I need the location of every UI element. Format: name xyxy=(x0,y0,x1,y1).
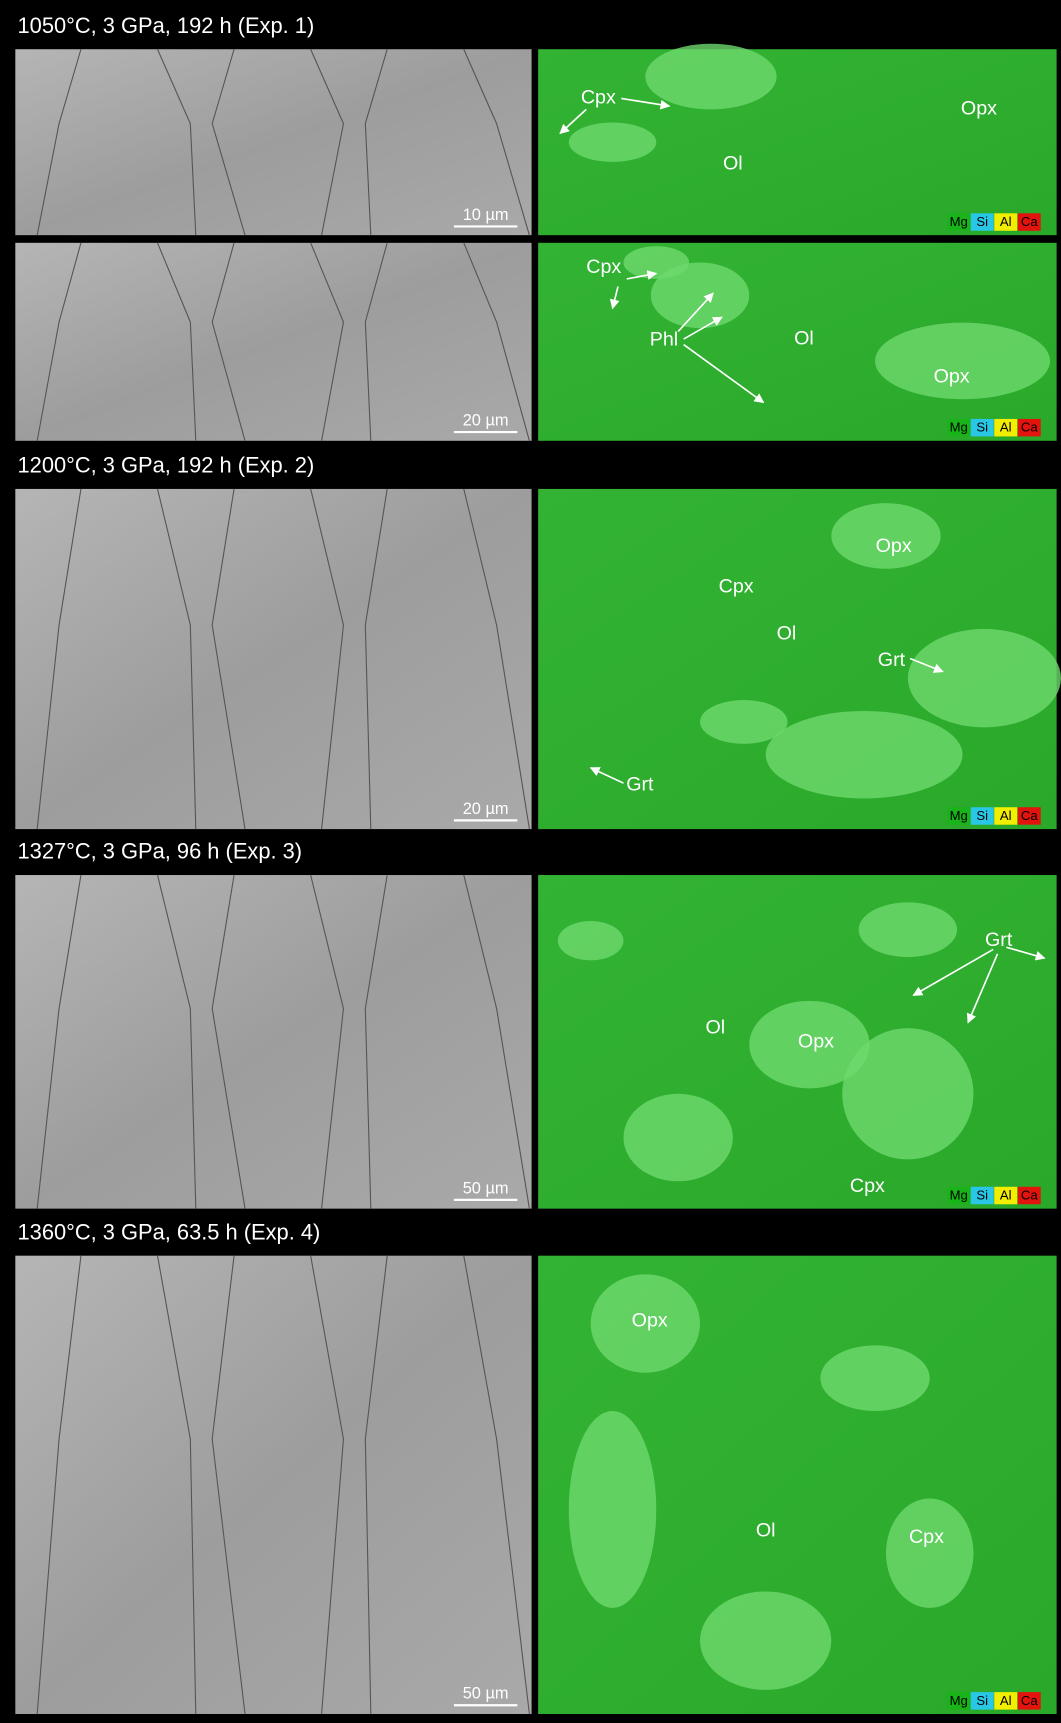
legend-label: Si xyxy=(976,1693,988,1708)
legend-label: Si xyxy=(976,1188,988,1203)
bse-image xyxy=(15,243,531,441)
figure: 1050°C, 3 GPa, 192 h (Exp. 1) 10 µm Cpx Opx… xyxy=(0,0,1061,1723)
legend-label: Ca xyxy=(1021,1693,1038,1708)
legend-label: Al xyxy=(1000,808,1012,823)
section-title: 1200°C, 3 GPa, 192 h (Exp. 2) xyxy=(18,453,315,478)
section-title: 1327°C, 3 GPa, 96 h (Exp. 3) xyxy=(18,839,303,864)
mineral-label: Cpx xyxy=(586,256,621,278)
legend-label: Al xyxy=(1000,1188,1012,1203)
mineral-label: Cpx xyxy=(581,87,616,109)
legend-label: Mg xyxy=(950,1188,968,1203)
section-title: 1360°C, 3 GPa, 63.5 h (Exp. 4) xyxy=(18,1219,321,1244)
mineral-label: Ol xyxy=(723,152,743,174)
mineral-grain xyxy=(859,902,957,957)
mineral-label: Grt xyxy=(626,774,654,796)
legend-label: Ca xyxy=(1021,420,1038,435)
scale-bar-label: 10 µm xyxy=(463,206,509,224)
mineral-label: Cpx xyxy=(909,1526,944,1548)
legend-label: Si xyxy=(976,808,988,823)
legend-label: Ca xyxy=(1021,1188,1038,1203)
mineral-grain xyxy=(623,1094,732,1182)
mineral-label: Cpx xyxy=(719,576,754,598)
legend-label: Mg xyxy=(950,420,968,435)
mineral-label: Grt xyxy=(878,649,906,671)
legend-label: Al xyxy=(1000,420,1012,435)
mineral-grain xyxy=(875,323,1050,400)
legend-label: Si xyxy=(976,420,988,435)
mineral-grain xyxy=(700,700,788,744)
mineral-grain xyxy=(908,629,1061,727)
legend-label: Si xyxy=(976,214,988,229)
mineral-grain xyxy=(766,711,963,799)
legend-label: Al xyxy=(1000,214,1012,229)
mineral-grain xyxy=(820,1345,929,1411)
mineral-label: Phl xyxy=(650,328,678,350)
mineral-label: Ol xyxy=(706,1016,726,1038)
mineral-label: Opx xyxy=(876,535,912,557)
legend-label: Ca xyxy=(1021,808,1038,823)
mineral-grain xyxy=(700,1591,831,1689)
mineral-label: Opx xyxy=(961,98,997,120)
legend-label: Ca xyxy=(1021,214,1038,229)
legend-label: Mg xyxy=(950,214,968,229)
mineral-label: Opx xyxy=(934,366,970,388)
mineral-grain xyxy=(886,1499,974,1608)
bse-image xyxy=(15,1256,531,1714)
scale-bar-label: 50 µm xyxy=(463,1179,509,1197)
mineral-grain xyxy=(558,921,624,960)
mineral-grain xyxy=(569,123,657,162)
legend-label: Mg xyxy=(950,808,968,823)
mineral-label: Cpx xyxy=(850,1175,885,1197)
scale-bar-label: 50 µm xyxy=(463,1685,509,1703)
mineral-label: Ol xyxy=(756,1520,776,1542)
bse-image xyxy=(15,489,531,829)
mineral-grain xyxy=(569,1411,657,1608)
mineral-label: Ol xyxy=(777,623,797,645)
mineral-label: Opx xyxy=(632,1310,668,1332)
legend-label: Al xyxy=(1000,1693,1012,1708)
bse-image xyxy=(15,49,531,235)
mineral-label: Opx xyxy=(798,1031,834,1053)
scale-bar-label: 20 µm xyxy=(463,411,509,429)
mineral-grain xyxy=(645,44,776,110)
mineral-label: Ol xyxy=(794,327,814,349)
section-title: 1050°C, 3 GPa, 192 h (Exp. 1) xyxy=(18,13,315,38)
scale-bar-label: 20 µm xyxy=(463,800,509,818)
bse-image xyxy=(15,875,531,1209)
legend-label: Mg xyxy=(950,1693,968,1708)
